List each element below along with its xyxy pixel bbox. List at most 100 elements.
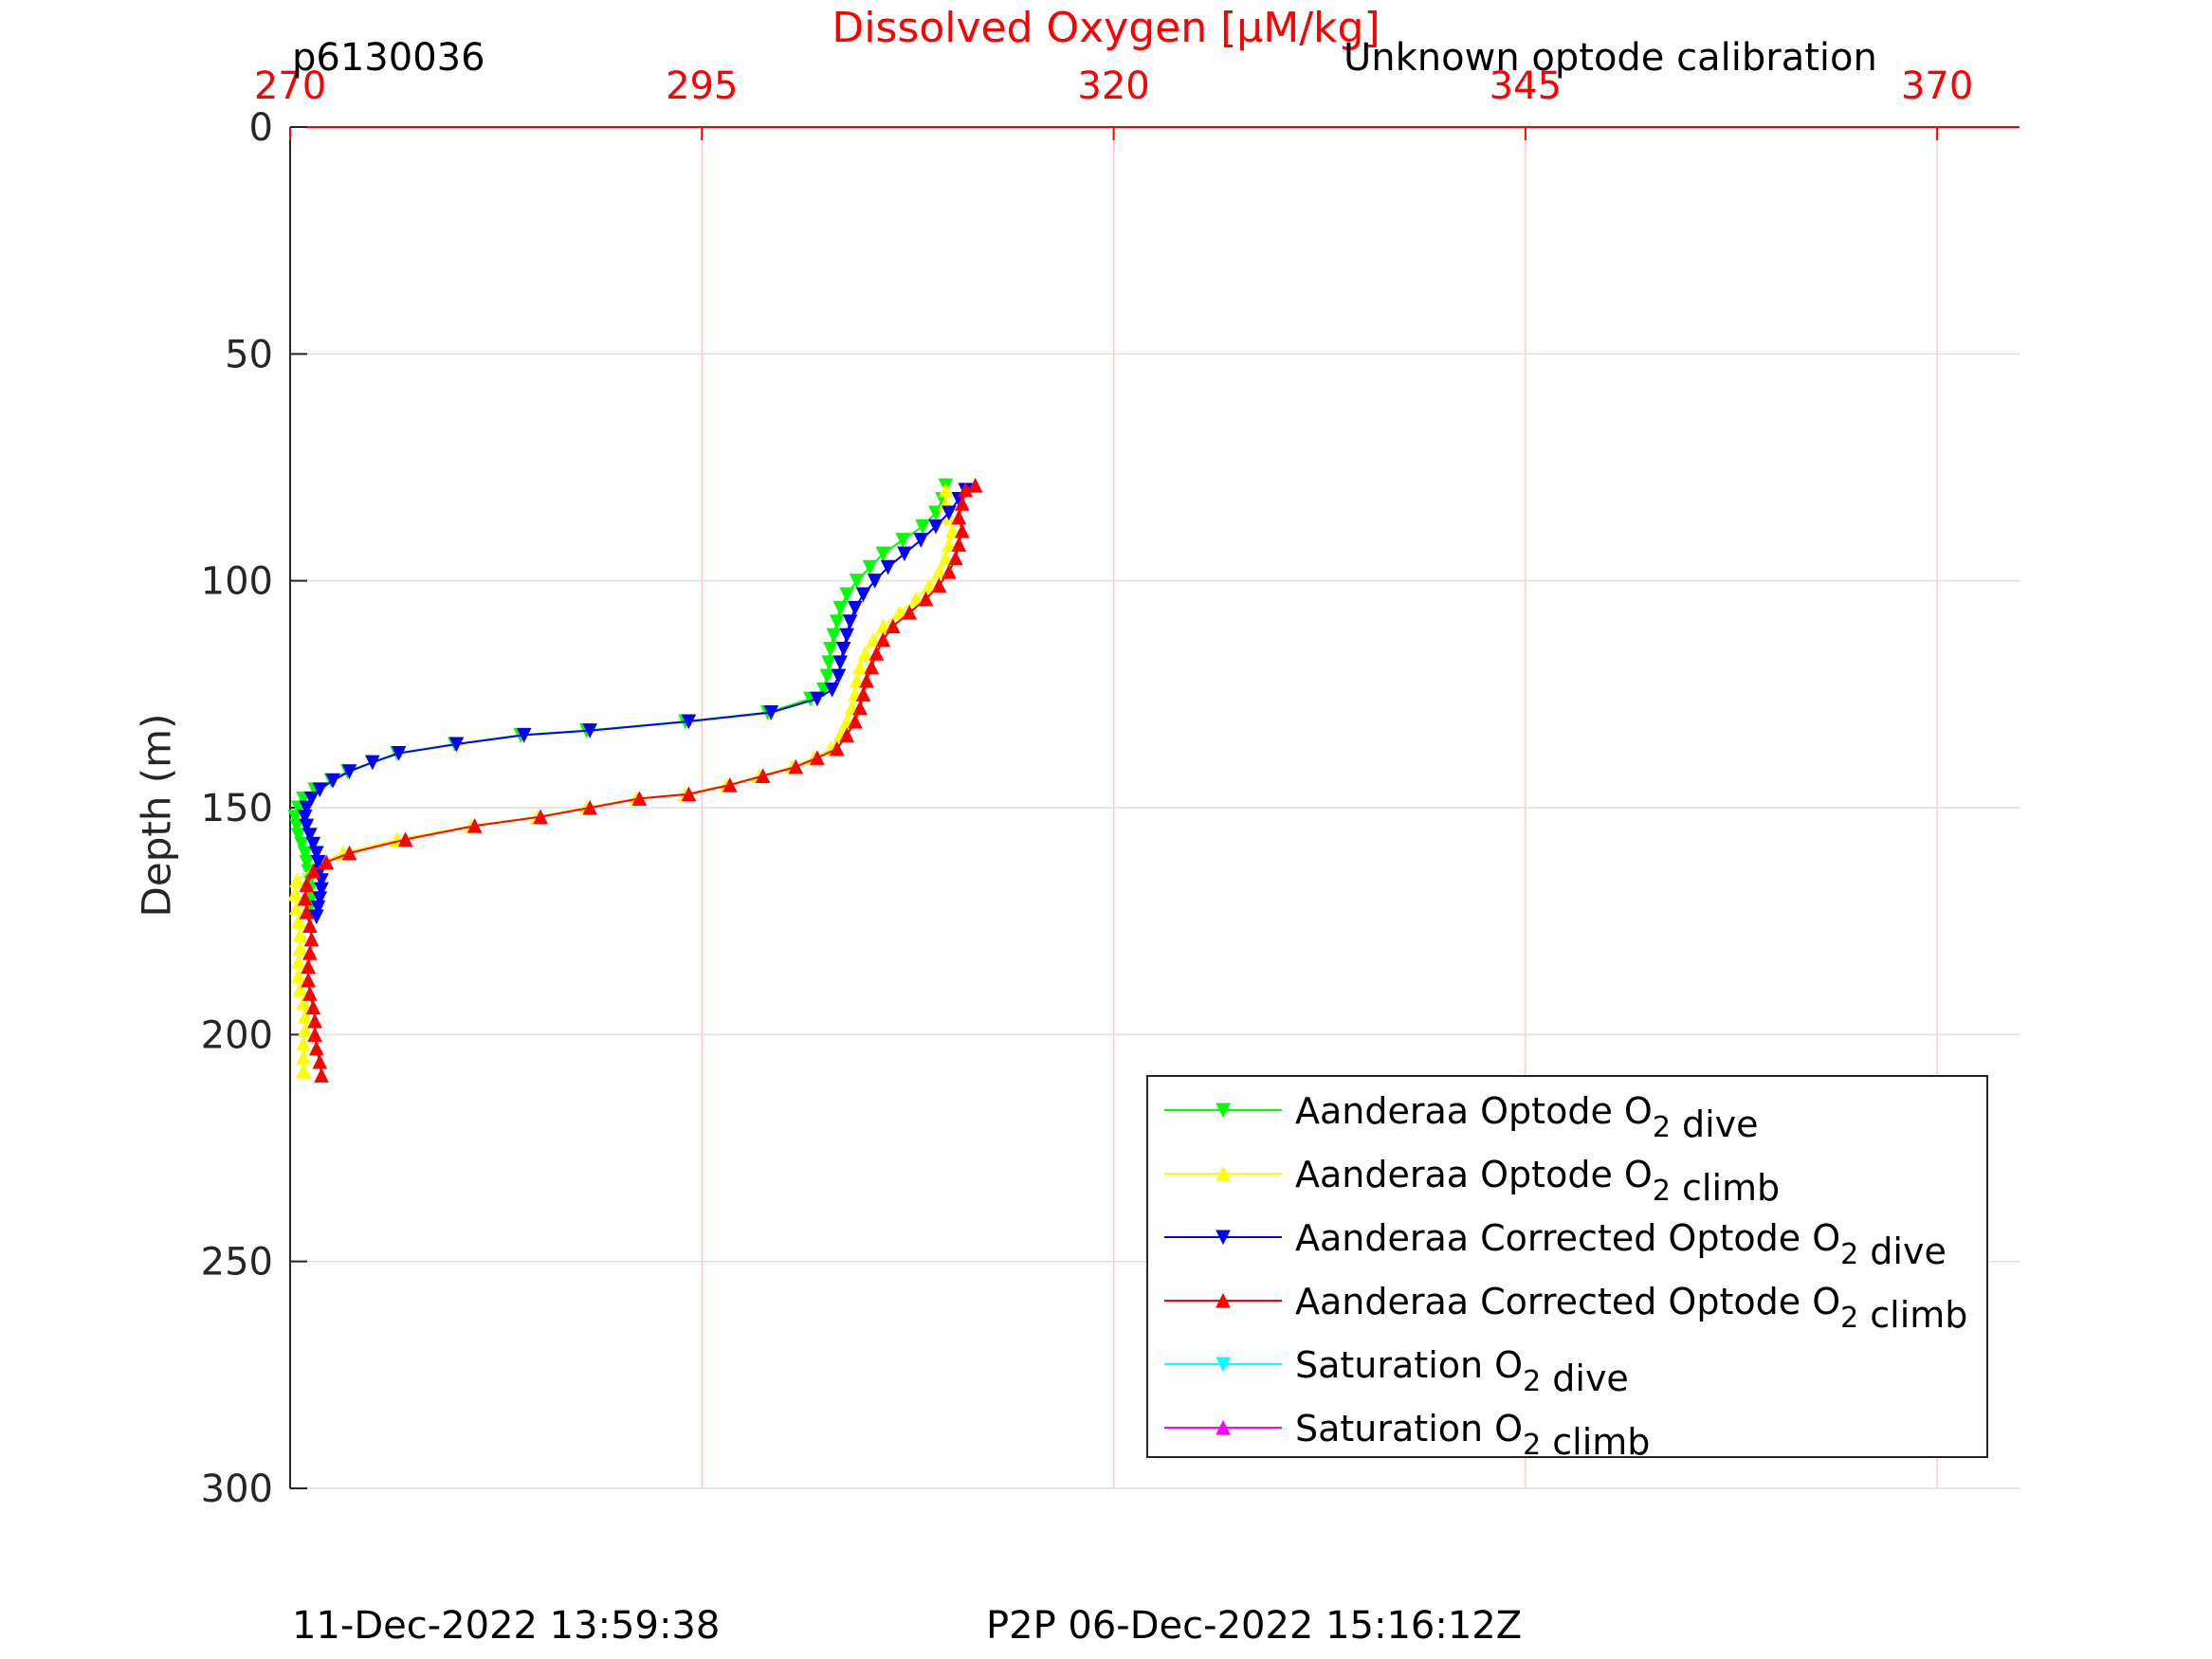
data-point [954,522,970,538]
x-tick-label: 320 [1077,64,1149,108]
data-point [829,740,845,757]
data-point [302,828,318,843]
data-point [296,1035,311,1051]
calibration-note: Unknown optode calibration [1344,36,1877,80]
data-point [918,591,934,607]
data-point [305,863,321,879]
data-point [902,605,917,620]
data-point [292,940,308,956]
data-point [312,782,328,797]
profile-id-label: p6130036 [292,36,485,80]
data-point [848,713,863,729]
data-point [951,537,967,552]
legend-marker [1216,1230,1231,1246]
footer-timestamp-right: P2P 06-Dec-2022 15:16:12Z [986,1604,1523,1648]
data-point [810,750,825,765]
data-point [938,482,954,498]
series-3 [297,478,983,1083]
data-point [681,786,697,802]
data-point [296,1063,311,1079]
data-point [810,691,825,707]
data-point [297,1009,313,1024]
data-point [297,846,313,861]
data-point [341,764,357,779]
legend-item: Aanderaa Corrected Optode O2 dive [1164,1217,1947,1272]
data-point [722,776,738,793]
data-point [296,1049,311,1065]
data-point [296,994,311,1011]
data-point [290,913,306,929]
data-point [516,727,532,743]
legend-label: Aanderaa Corrected Optode O2 dive [1295,1217,1947,1272]
data-point [875,631,891,647]
legend-marker [1216,1292,1231,1308]
x-axis-title: Dissolved Oxygen [μM/kg] [0,4,2212,52]
data-point [941,537,957,552]
data-point [954,496,970,511]
data-point [325,773,340,789]
data-point [290,954,306,970]
data-point [301,972,316,988]
data-point [301,958,316,975]
data-point [763,704,779,720]
data-point [290,828,306,843]
legend-label: Aanderaa Optode O2 climb [1295,1154,1780,1209]
data-point [314,882,329,898]
legend-box [1146,1075,1988,1458]
y-tick-label: 200 [201,1013,273,1057]
data-point [951,509,967,525]
data-point [915,519,930,535]
data-point [290,967,306,983]
legend-label: Aanderaa Corrected Optode O2 climb [1295,1281,1967,1336]
data-point [299,877,315,892]
data-point [297,810,313,825]
data-point [832,600,849,616]
data-point [308,909,324,924]
data-point [829,614,845,629]
data-point [868,646,885,661]
data-point [822,641,838,657]
data-point [533,809,548,825]
data-point [938,550,954,566]
data-point [885,618,901,634]
data-point [867,574,883,589]
data-point [866,631,881,647]
legend-label: Aanderaa Optode O2 dive [1295,1090,1759,1145]
data-point [848,600,863,616]
data-point [397,831,413,848]
data-point [292,981,308,996]
legend-item: Saturation O2 climb [1164,1408,1650,1463]
data-point [864,659,880,675]
data-point [287,885,303,902]
data-point [308,1040,324,1056]
footer-timestamp-left: 11-Dec-2022 13:59:38 [292,1604,721,1648]
data-point [835,641,851,657]
data-point [319,854,335,869]
data-point [289,818,304,834]
data-point [755,768,771,783]
data-point [305,999,321,1015]
data-point [303,931,320,947]
legend-marker [1216,1357,1231,1373]
y-tick-label: 0 [249,106,273,150]
y-tick-label: 150 [201,787,273,830]
data-point [466,818,483,833]
data-point [289,900,304,915]
data-point [631,791,648,806]
legend-item: Aanderaa Corrected Optode O2 climb [1164,1281,1967,1336]
data-point [849,672,865,688]
y-tick-label: 250 [201,1241,273,1285]
data-point [287,810,303,825]
data-point [310,854,326,870]
data-point [819,668,835,684]
data-point [788,758,804,775]
legend-item: Aanderaa Optode O2 climb [1164,1154,1780,1209]
data-point [312,1053,328,1069]
data-point [855,686,871,702]
data-point [948,550,963,566]
data-point [832,655,849,670]
data-point [855,587,871,603]
data-point [303,791,320,807]
data-point [310,900,326,916]
